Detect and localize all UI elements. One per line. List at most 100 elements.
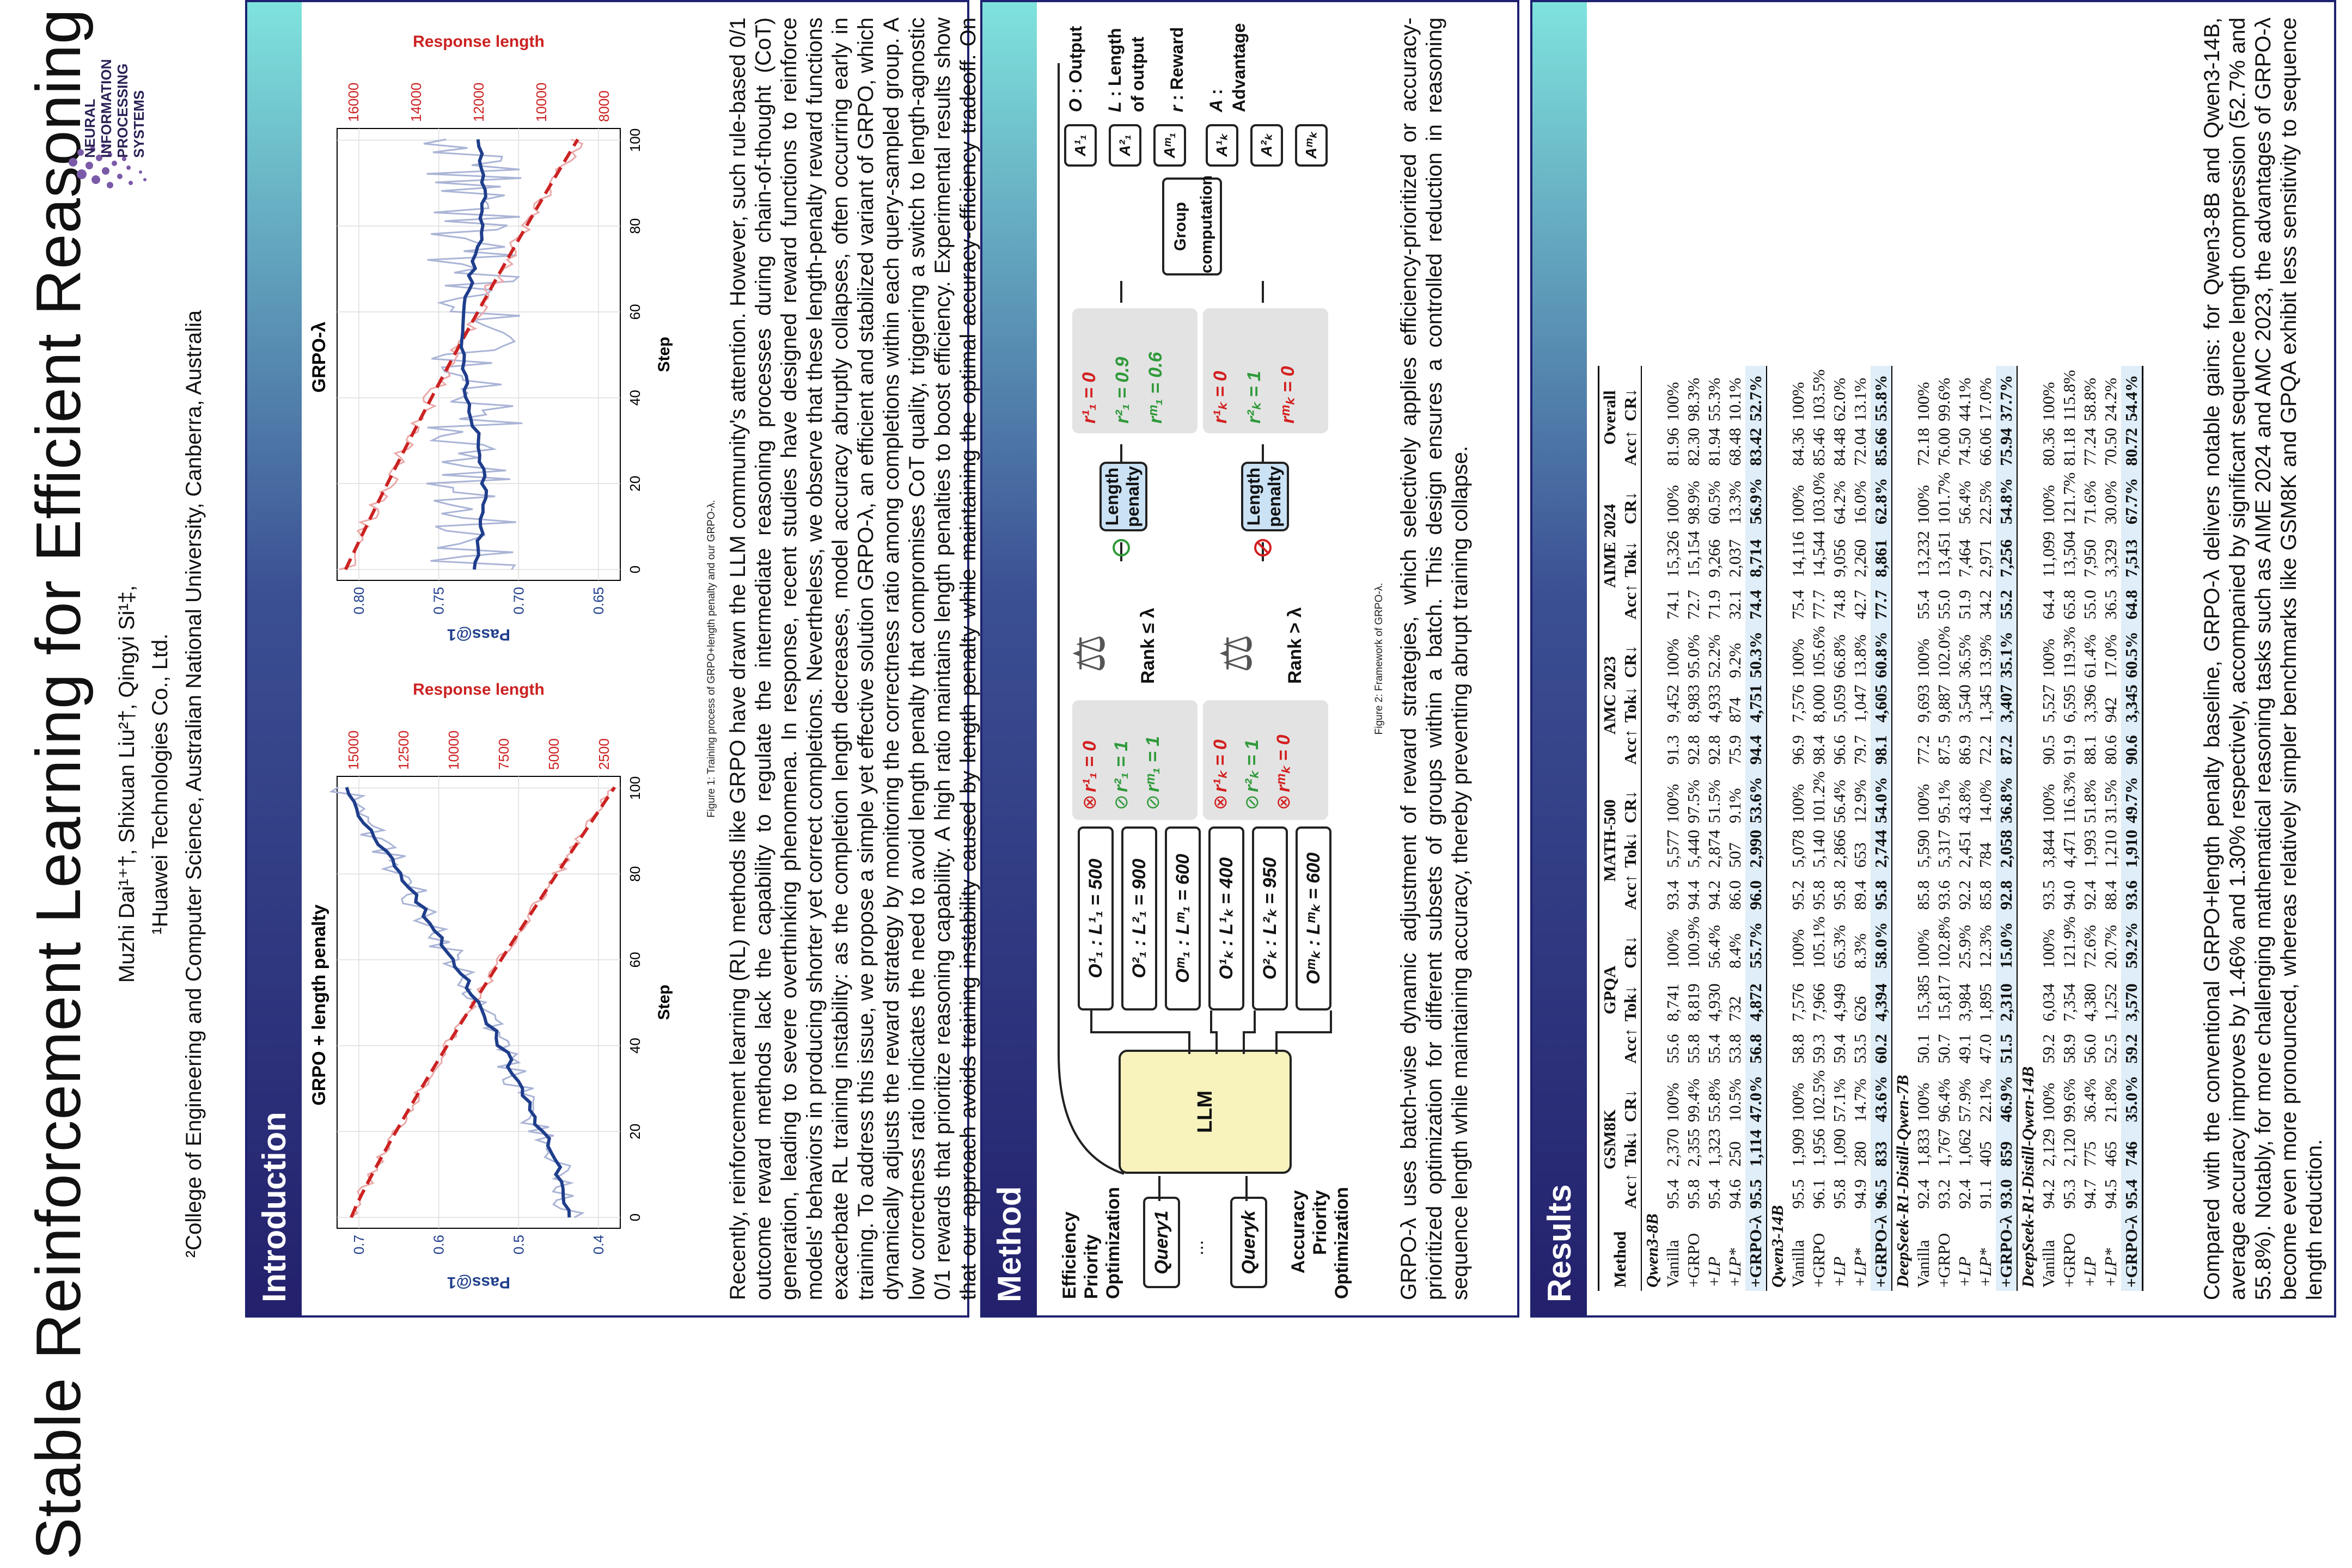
metric-cell: 100% xyxy=(1914,639,1933,678)
metric-cell: 5,317 xyxy=(1934,830,1953,868)
method-cell: +GRPO-λ xyxy=(1996,1212,2017,1291)
subcolumn-header: Acc↑ xyxy=(1621,1173,1640,1209)
metric-cell: 95.5 xyxy=(1745,1169,1767,1212)
right-axis-ticks: 16000 14000 12000 10000 8000 xyxy=(345,83,612,122)
x-axis-ticks: 0 20 40 60 80 100 xyxy=(627,776,643,1221)
method-cell: Vanilla xyxy=(1788,1240,1807,1288)
metric-cell: 2,129 xyxy=(2039,1129,2058,1167)
metric-cell: 4,471 xyxy=(2060,830,2079,868)
metric-cell: 54.4% xyxy=(2121,366,2143,425)
metric-cell: 1,345 xyxy=(1976,684,1995,723)
col-header-gsm8k: GSM8K xyxy=(1600,1109,1619,1169)
rewards-top-panel: ⊗ r¹₁ = 0 ⊘ r²₁ = 1 ⊘ rᵐ₁ = 1 xyxy=(1072,700,1198,820)
metric-cell: 105.1% xyxy=(1809,916,1828,969)
method-cell: +LP* xyxy=(1850,1248,1870,1288)
metric-cell: 3,984 xyxy=(1955,983,1974,1022)
x-tick-label: 20 xyxy=(627,476,643,492)
method-cell: Vanilla xyxy=(1914,1240,1933,1288)
right-tick-label: 10000 xyxy=(533,83,549,122)
metric-cell: 3,329 xyxy=(2101,539,2120,578)
metric-cell: 64.4 xyxy=(2039,590,2058,620)
left-axis-ticks: 0.80 0.75 0.70 0.65 xyxy=(351,587,607,615)
subcolumn-header: Acc↑ xyxy=(1621,874,1640,910)
right-tick-label: 5000 xyxy=(546,738,562,770)
length-penalty-box-bottom: Length penalty xyxy=(1241,462,1289,531)
metric-cell: 94.5 xyxy=(2101,1179,2120,1209)
metric-cell: 15,154 xyxy=(1684,531,1703,578)
right-tick-label: 7500 xyxy=(496,738,512,770)
output-box: Oᵐ₁ : Lᵐ₁ = 600 xyxy=(1165,826,1201,1010)
affiliation-1: ¹Huawei Technologies Co., Ltd. xyxy=(148,633,172,935)
results-table-body: Qwen3-8B Vanilla 95.4 2,370 100% 55.6 8,741 100… xyxy=(1641,366,2143,1291)
metric-cell: 93.6 xyxy=(2121,871,2143,914)
legend-symbol: r xyxy=(1167,105,1187,112)
metric-cell: 102.8% xyxy=(1934,916,1953,969)
metric-cell: 34.2 xyxy=(1976,590,1995,620)
metric-cell: 100% xyxy=(1663,485,1682,525)
metric-cell: 90.5 xyxy=(2039,735,2058,765)
metric-cell: 53.8 xyxy=(1725,1034,1744,1064)
metric-cell: 55.3% xyxy=(1705,377,1724,421)
metric-cell: 30.0% xyxy=(2101,481,2120,525)
metric-cell: 59.2 xyxy=(2121,1025,2143,1067)
output-box: O¹₁ : L¹₁ = 500 xyxy=(1078,826,1114,1010)
table-row: +GRPO-λ 95.5 1,114 47.0% 56.8 4,872 55.7% 96.0 2… xyxy=(1745,366,1767,1291)
right-tick-label: 12500 xyxy=(395,731,412,770)
penalized-top-panel: r¹₁ = 0 r²₁ = 0.9 rᵐ₁ = 0.6 xyxy=(1072,308,1198,433)
metric-cell: 746 xyxy=(2121,1125,2143,1170)
metric-cell: 121.9% xyxy=(2060,916,2079,969)
balance-scale-icon: ⚖ xyxy=(1212,634,1261,673)
reward-value: r²ₖ = 1 xyxy=(1242,739,1262,793)
metric-cell: 95.1% xyxy=(1934,780,1953,824)
table-row: +GRPO-λ 93.0 859 46.9% 51.5 2,310 15.0% 92.8 2,0… xyxy=(1996,366,2017,1291)
metric-cell: 94.9 xyxy=(1850,1179,1870,1209)
metric-cell: 59.2% xyxy=(2121,913,2143,972)
metric-cell: 52.7% xyxy=(1745,366,1767,425)
metric-cell: 16.0% xyxy=(1850,481,1870,525)
x-tick-label: 40 xyxy=(627,390,643,406)
metric-cell: 35.1% xyxy=(1996,622,2017,682)
metric-cell: 13,451 xyxy=(1934,531,1953,578)
metric-cell: 4,605 xyxy=(1871,681,1892,726)
table-row: +GRPO 95.8 2,355 99.4% 55.8 8,819 100.9% 94.4 5,… xyxy=(1683,366,1704,1291)
metric-cell: 74.1 xyxy=(1663,590,1682,620)
metric-cell: 1,062 xyxy=(1955,1129,1974,1167)
metric-cell: 405 xyxy=(1976,1141,1995,1167)
metric-cell: 8,000 xyxy=(1809,684,1828,723)
symbol-legend: O : Output L : Length of output r : Rewa… xyxy=(1064,9,1250,112)
metric-cell: 14,544 xyxy=(1809,531,1828,578)
advantage-box: A¹ₖ xyxy=(1206,124,1238,167)
metric-cell: 942 xyxy=(2101,697,2120,723)
table-row: Vanilla 92.4 1,833 100% 50.1 15,385 100% 85.8 5,… xyxy=(1913,366,1934,1291)
col-header-math500: MATH-500 xyxy=(1600,799,1619,882)
chart-title: GRPO-λ xyxy=(310,322,329,393)
method-cell: Vanilla xyxy=(2039,1240,2058,1288)
metric-cell: 81.94 xyxy=(1705,427,1724,466)
metric-cell: 55.7% xyxy=(1745,913,1767,972)
length-smoothed-series xyxy=(344,138,579,571)
metric-cell: 7,966 xyxy=(1809,983,1828,1022)
metric-cell: 8,714 xyxy=(1745,528,1767,581)
metric-cell: 92.4 xyxy=(1955,1179,1974,1209)
metric-cell: 52.5 xyxy=(2101,1034,2120,1064)
subcolumn-header: CR↓ xyxy=(1621,645,1640,678)
legend-sep: : xyxy=(1167,95,1187,101)
metric-cell: 53.6% xyxy=(1745,768,1767,827)
model-group-row: Qwen3-8B xyxy=(1641,366,1663,1291)
metric-cell: 56.4% xyxy=(1830,780,1849,824)
metric-cell: 775 xyxy=(2080,1141,2099,1167)
metric-cell: 84.36 xyxy=(1788,427,1807,466)
correct-icon: ⊘ xyxy=(1111,794,1132,811)
metric-cell: 70.50 xyxy=(2101,427,2120,466)
metric-cell: 55.0 xyxy=(1934,590,1953,620)
metric-cell: 51.8% xyxy=(2080,780,2099,824)
metric-cell: 72.18 xyxy=(1914,427,1933,466)
metric-cell: 7,513 xyxy=(2121,528,2143,581)
table-row: +GRPO 95.3 2,120 99.6% 58.9 7,354 121.9% 94.0 4,… xyxy=(2059,366,2080,1291)
wrong-icon: ⊗ xyxy=(1079,794,1100,811)
metric-cell: 1,909 xyxy=(1788,1129,1807,1167)
metric-cell: 8.4% xyxy=(1725,933,1744,969)
metric-cell: 55.8% xyxy=(1871,366,1892,425)
metric-cell: 13.3% xyxy=(1725,481,1744,525)
metric-cell: 22.1% xyxy=(1976,1079,1995,1123)
